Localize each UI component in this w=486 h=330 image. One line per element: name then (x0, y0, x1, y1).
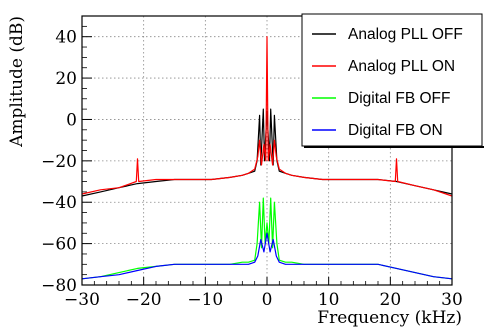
x-tick-label: −20 (126, 290, 162, 310)
y-tick-label: 20 (55, 69, 77, 89)
y-tick-label: −40 (41, 193, 77, 213)
legend-label-digital-fb-on: Digital FB ON (348, 122, 443, 139)
x-tick-label: 20 (380, 290, 402, 310)
legend-box (301, 13, 483, 147)
legend-label-analog-pll-off: Analog PLL OFF (348, 26, 463, 43)
y-tick-label: −60 (41, 235, 77, 255)
y-axis-title: Amplitude (dB) (7, 16, 27, 148)
x-tick-label: −10 (187, 290, 223, 310)
ticks-layer: −30 −20 −10 0 10 20 30 −80 −60 −40 −20 0 20 40 (41, 15, 463, 310)
x-tick-label: 0 (262, 290, 273, 310)
y-tick-label: −20 (41, 152, 77, 172)
series-line-analog-pll-on (81, 36, 453, 197)
legend: Analog PLL OFF Analog PLL ON Digital FB OF… (301, 13, 484, 148)
series-layer (81, 36, 453, 280)
y-tick-label: 40 (55, 28, 77, 48)
x-tick-label: −30 (64, 290, 100, 310)
y-tick-label: 0 (66, 110, 77, 130)
legend-label-analog-pll-on: Analog PLL ON (348, 58, 455, 75)
legend-label-digital-fb-off: Digital FB OFF (348, 90, 450, 107)
x-axis-title: Frequency (kHz) (317, 308, 462, 328)
x-tick-label: 30 (441, 290, 463, 310)
y-tick-label: −80 (41, 276, 77, 296)
x-tick-label: 10 (318, 290, 340, 310)
plot-frame (81, 15, 453, 286)
series-line-digital-fb-on (81, 232, 453, 280)
legend-shadow (304, 146, 484, 148)
